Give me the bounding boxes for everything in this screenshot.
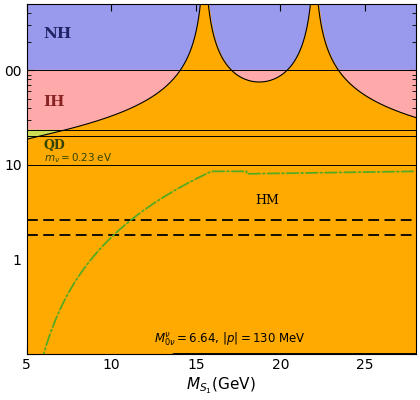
Text: $m_\nu=0.23$ eV: $m_\nu=0.23$ eV xyxy=(44,151,112,164)
Bar xyxy=(26,130,416,165)
Text: $M^{\nu}_{0\nu}=6.64$, $|p|=130$ MeV: $M^{\nu}_{0\nu}=6.64$, $|p|=130$ MeV xyxy=(154,331,305,348)
Bar xyxy=(26,70,416,136)
Text: HM: HM xyxy=(255,194,279,207)
Text: NH: NH xyxy=(44,27,72,41)
X-axis label: $M_{S_1}$(GeV): $M_{S_1}$(GeV) xyxy=(186,375,256,396)
Text: QD: QD xyxy=(44,140,66,152)
Text: IH: IH xyxy=(44,95,65,109)
Bar xyxy=(26,220,416,235)
Bar xyxy=(26,4,416,70)
